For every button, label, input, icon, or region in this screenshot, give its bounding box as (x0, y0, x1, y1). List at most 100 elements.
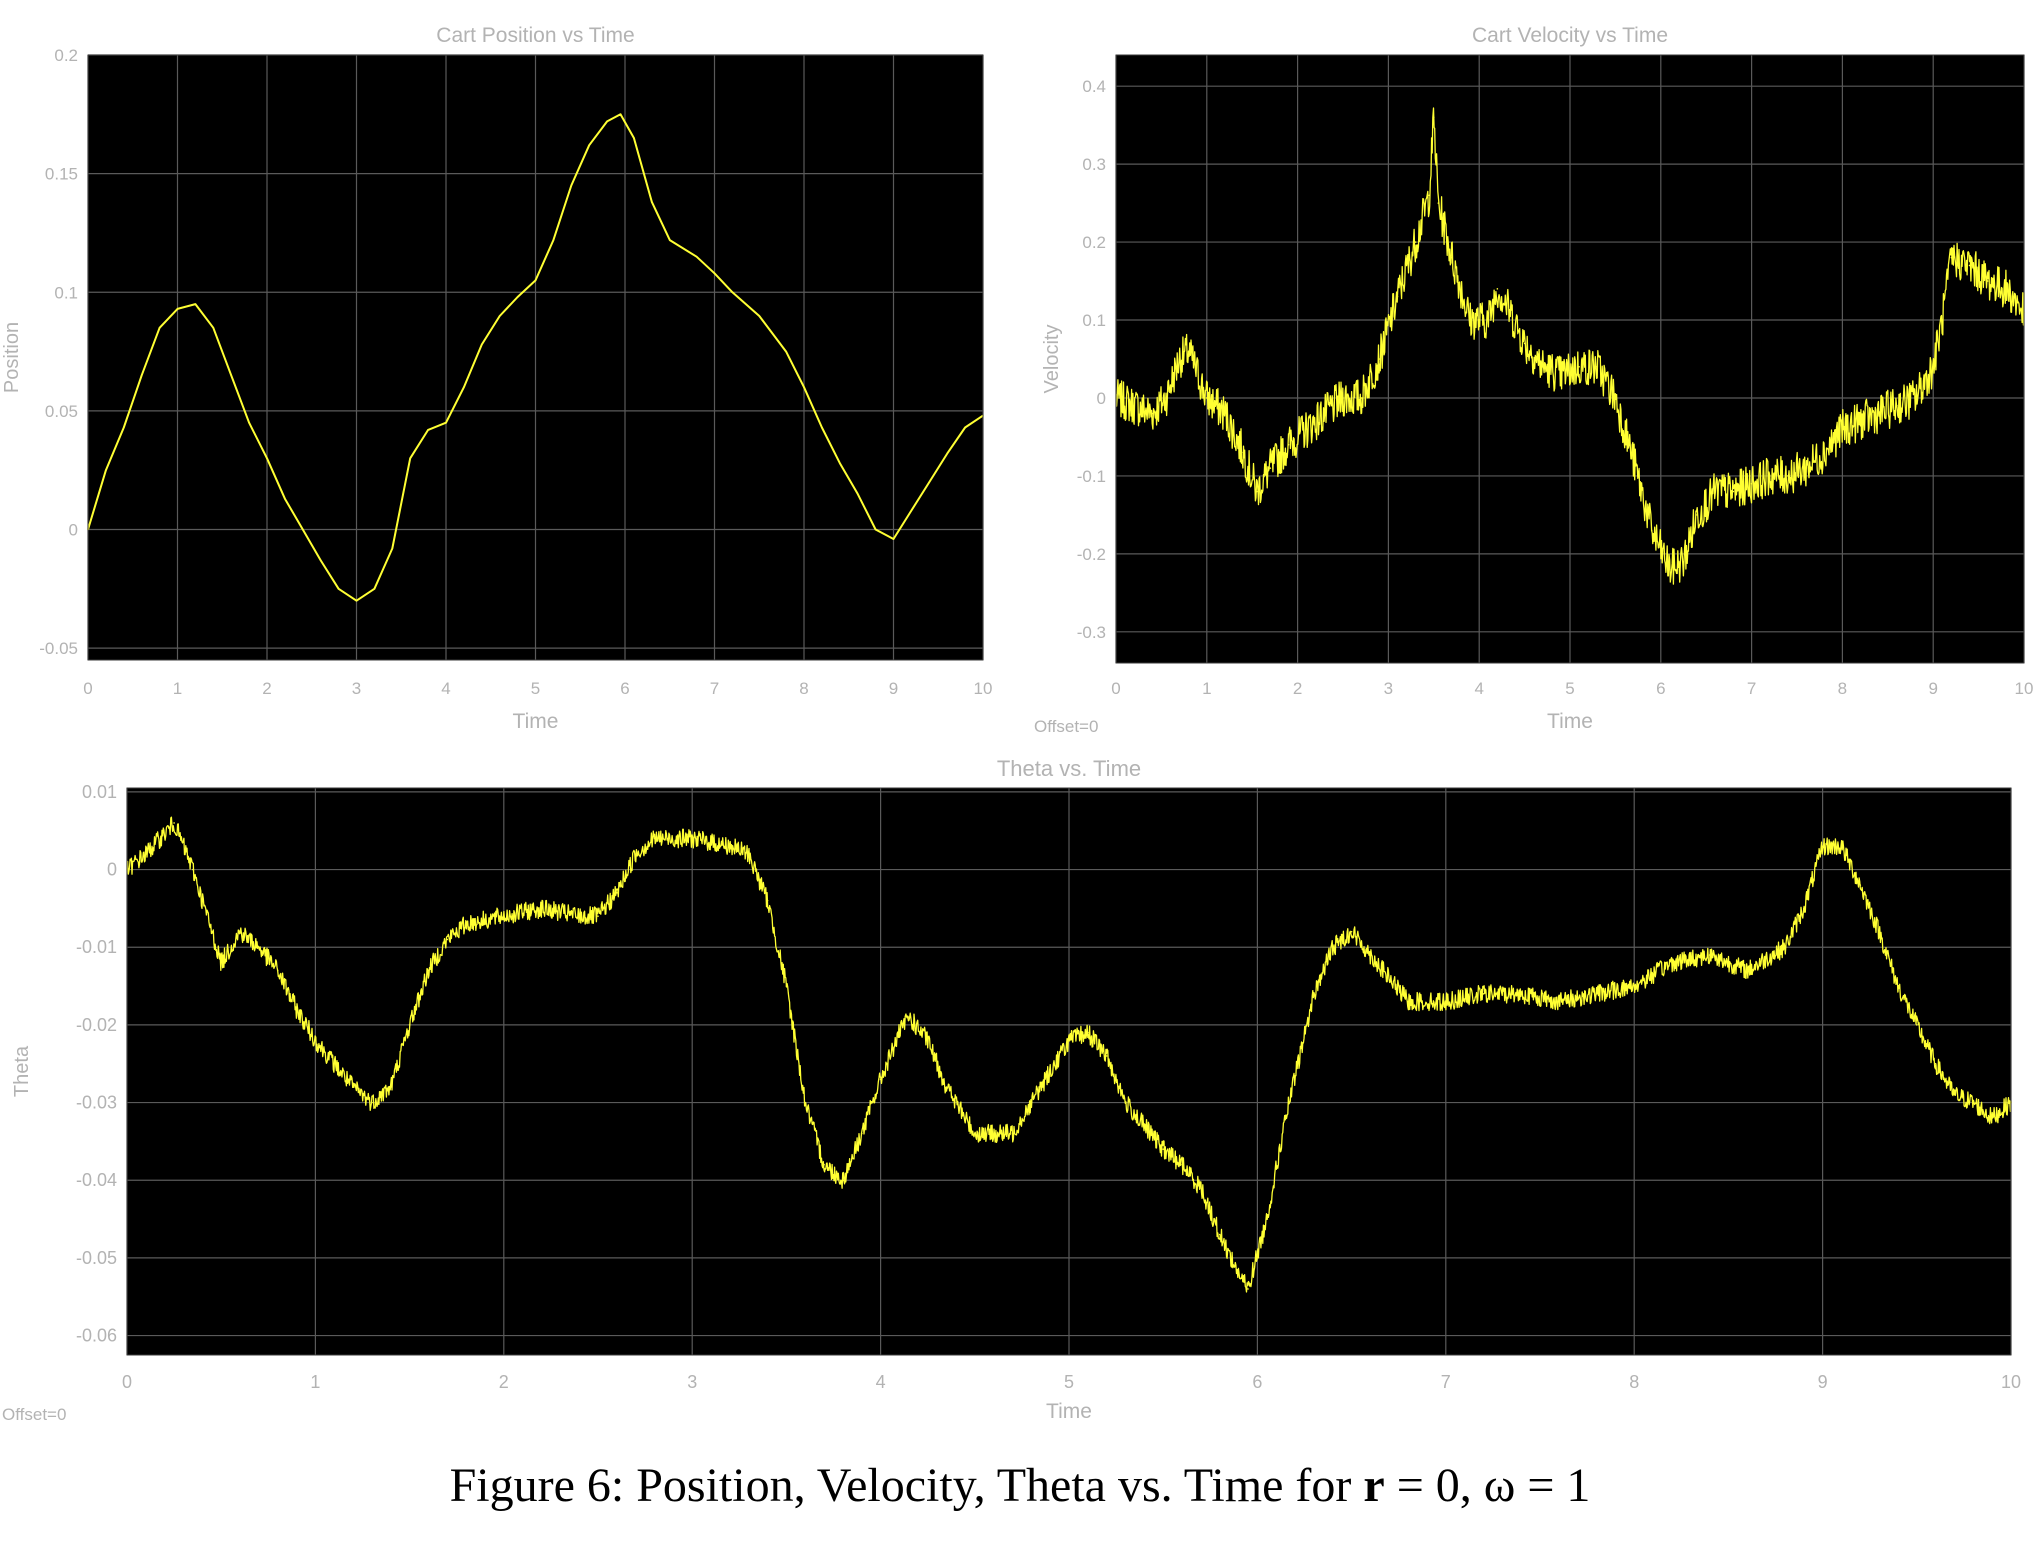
y-tick-label: -0.3 (1077, 623, 1106, 642)
x-tick-label: 0 (83, 679, 92, 698)
data-point (668, 239, 671, 241)
data-point (821, 426, 823, 429)
data-point (140, 374, 143, 377)
x-tick-label: 6 (1252, 1372, 1262, 1392)
data-point (1407, 1000, 1409, 1003)
data-point (1696, 514, 1698, 516)
data-point (1840, 845, 1843, 848)
y-tick-label: 0 (1097, 389, 1106, 408)
data-point (194, 303, 197, 305)
x-axis-label: Time (1046, 1400, 1092, 1423)
data-point (481, 343, 483, 346)
data-point (804, 1101, 807, 1104)
x-tick-label: 1 (1202, 679, 1211, 698)
data-point (1482, 993, 1485, 995)
data-point (1968, 264, 1971, 267)
data-point (1916, 1024, 1918, 1026)
data-point (1859, 884, 1862, 886)
data-point (1360, 397, 1362, 399)
data-point (295, 1008, 298, 1011)
data-point (1986, 280, 1989, 282)
x-tick-label: 2 (1293, 679, 1302, 698)
data-point (651, 201, 653, 203)
data-point (319, 559, 322, 562)
data-point (928, 481, 931, 483)
data-point (276, 969, 279, 972)
x-tick-label: 3 (352, 679, 361, 698)
data-point (1445, 1000, 1447, 1003)
data-point (1595, 993, 1598, 995)
data-point (333, 1062, 336, 1065)
y-tick-label: 0.3 (1082, 155, 1106, 174)
data-point (210, 930, 213, 933)
x-tick-label: 7 (710, 679, 719, 698)
x-tick-label: 8 (799, 679, 808, 698)
x-tick-label: 2 (499, 1372, 509, 1392)
data-point (352, 1086, 354, 1088)
data-point (2005, 288, 2007, 290)
y-tick-label: -0.05 (76, 1248, 117, 1268)
data-point (552, 239, 555, 241)
data-point (1859, 420, 1862, 423)
data-point (1633, 985, 1635, 987)
series-line (126, 816, 2012, 1293)
data-point (803, 386, 805, 388)
y-tick-label: -0.03 (76, 1093, 117, 1113)
y-tick-label: -0.02 (76, 1015, 117, 1035)
x-axis-label: Time (1547, 710, 1593, 733)
data-point (1934, 1062, 1937, 1065)
caption-suffix: = 0, ω = 1 (1384, 1459, 1591, 1512)
data-point (766, 899, 769, 902)
x-tick-label: 5 (1064, 1372, 1074, 1392)
x-tick-label: 9 (1818, 1372, 1828, 1392)
data-point (1313, 993, 1315, 995)
chart-title: Cart Velocity vs Time (1472, 24, 1668, 47)
data-point (874, 528, 877, 531)
data-point (653, 837, 656, 840)
data-point (1218, 1233, 1221, 1236)
data-point (220, 961, 222, 964)
data-point (1823, 451, 1826, 454)
data-point (192, 868, 194, 871)
x-tick-label: 10 (2001, 1372, 2021, 1392)
x-tick-label: 4 (1474, 679, 1483, 698)
data-point (534, 279, 537, 282)
data-point (1224, 412, 1226, 415)
data-point (1505, 303, 1508, 306)
data-point (1178, 358, 1181, 360)
data-point (516, 296, 519, 298)
y-tick-label: -0.01 (76, 937, 117, 957)
data-point (373, 588, 376, 590)
y-axis-label: Theta (11, 1045, 33, 1097)
x-tick-label: 7 (1747, 679, 1756, 698)
data-point (1671, 961, 1673, 964)
data-point (1350, 930, 1353, 933)
data-point (1932, 365, 1934, 368)
data-point (892, 538, 895, 540)
data-point (1305, 428, 1308, 430)
data-point (105, 469, 107, 471)
data-point (1669, 568, 1671, 571)
x-tick-label: 7 (1441, 1372, 1451, 1392)
data-point (1650, 529, 1653, 532)
data-point (1396, 295, 1399, 298)
data-point (616, 892, 618, 894)
data-point (1133, 404, 1135, 407)
data-point (1342, 397, 1344, 399)
data-point (427, 429, 429, 431)
data-point (1151, 412, 1154, 415)
y-tick-label: 0.2 (1082, 233, 1106, 252)
data-point (1206, 397, 1208, 399)
data-point (1941, 319, 1944, 321)
data-point (1247, 1288, 1249, 1290)
data-point (908, 1016, 910, 1018)
data-point (409, 457, 412, 460)
data-point (1953, 1094, 1956, 1096)
y-tick-label: 0.05 (45, 402, 78, 421)
data-point (463, 386, 465, 388)
data-point (1331, 946, 1334, 949)
data-point (1187, 350, 1190, 353)
data-point (1523, 342, 1526, 345)
x-tick-label: 10 (2015, 679, 2034, 698)
data-point (839, 462, 841, 464)
